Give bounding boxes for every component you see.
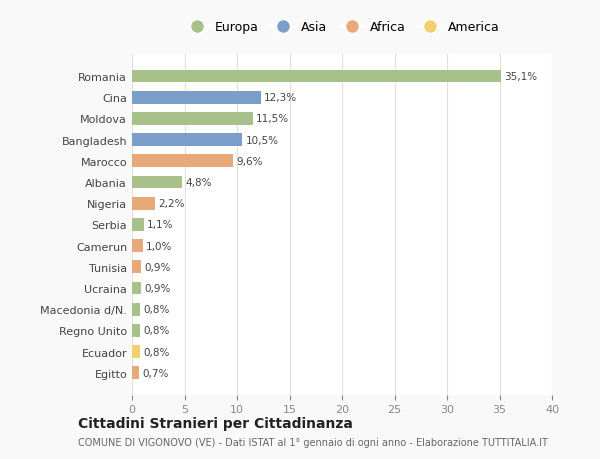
Text: 10,5%: 10,5% [245,135,278,146]
Bar [132,303,140,316]
Text: 0,8%: 0,8% [143,326,170,336]
Text: 12,3%: 12,3% [265,93,298,103]
Text: 9,6%: 9,6% [236,157,262,167]
Bar [132,134,242,147]
Text: 4,8%: 4,8% [185,178,212,188]
Bar [132,261,142,274]
Bar [132,92,261,104]
Text: Cittadini Stranieri per Cittadinanza: Cittadini Stranieri per Cittadinanza [78,416,353,430]
Text: 11,5%: 11,5% [256,114,289,124]
Text: 0,8%: 0,8% [143,347,170,357]
Text: 1,1%: 1,1% [146,220,173,230]
Bar [132,367,139,379]
Text: 0,8%: 0,8% [143,304,170,314]
Bar [132,155,233,168]
Bar [132,325,140,337]
Text: 35,1%: 35,1% [504,72,537,82]
Text: 1,0%: 1,0% [146,241,172,251]
Bar [132,176,182,189]
Text: 0,9%: 0,9% [145,262,171,272]
Bar [132,113,253,125]
Bar [132,282,142,295]
Bar [132,240,143,252]
Text: COMUNE DI VIGONOVO (VE) - Dati ISTAT al 1° gennaio di ogni anno - Elaborazione T: COMUNE DI VIGONOVO (VE) - Dati ISTAT al … [78,437,548,447]
Legend: Europa, Asia, Africa, America: Europa, Asia, Africa, America [181,17,503,38]
Bar [132,218,143,231]
Bar [132,197,155,210]
Text: 0,7%: 0,7% [143,368,169,378]
Bar [132,71,500,83]
Bar [132,346,140,358]
Text: 0,9%: 0,9% [145,283,171,293]
Text: 2,2%: 2,2% [158,199,185,209]
